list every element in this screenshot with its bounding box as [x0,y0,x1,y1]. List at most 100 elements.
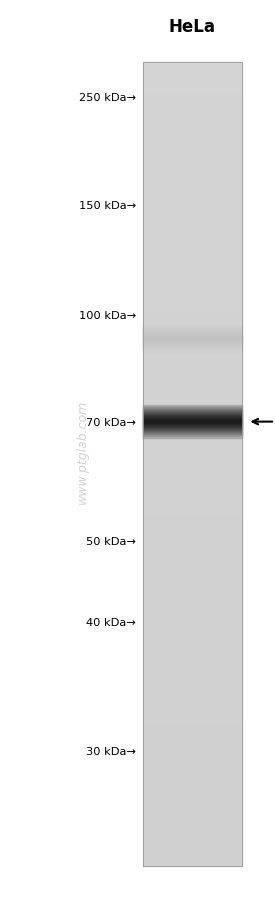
Bar [143,738,242,741]
Bar [143,561,242,564]
Bar [143,678,242,681]
Bar [143,384,242,387]
Bar [143,652,242,655]
Bar [143,259,242,262]
Bar [143,63,242,66]
Bar [143,63,242,866]
Bar [143,572,242,575]
Bar [143,598,242,601]
Bar [143,179,242,181]
Bar [143,805,242,807]
Bar [143,106,242,108]
Bar [143,162,242,165]
Bar [143,753,242,756]
Bar [143,296,242,299]
Bar [143,354,242,357]
Bar [143,194,242,197]
Bar [143,667,242,670]
Bar [143,700,242,703]
Bar [143,400,242,403]
Bar [143,77,242,79]
Bar [143,82,242,85]
Bar [143,601,242,603]
Bar [143,143,242,146]
Bar [143,467,242,470]
Bar [143,116,242,119]
Bar [143,769,242,772]
Bar [143,748,242,750]
Bar [143,697,242,700]
Bar [143,108,242,111]
Bar [143,168,242,170]
Bar [143,539,242,542]
Text: 40 kDa→: 40 kDa→ [86,617,136,628]
Bar [143,593,242,595]
Bar [143,556,242,558]
Bar [143,603,242,606]
Bar [143,146,242,149]
Bar [143,122,242,124]
Bar [143,141,242,143]
Bar [143,443,242,446]
Bar [143,852,242,855]
Bar [143,531,242,534]
Bar [143,352,242,354]
Bar [143,127,242,130]
Bar [143,248,242,251]
Bar [143,339,242,342]
Bar [143,558,242,561]
Bar [143,390,242,392]
Bar [143,176,242,179]
Bar [143,456,242,459]
Bar [143,839,242,842]
Bar [143,778,242,780]
Bar [143,197,242,199]
Bar [143,235,242,237]
Bar [143,186,242,189]
Bar [143,796,242,799]
Bar [143,730,242,732]
Bar [143,510,242,512]
Bar [143,93,242,96]
Bar [143,703,242,705]
Bar [143,181,242,184]
Bar [143,189,242,191]
Bar [143,205,242,207]
Bar [143,741,242,743]
Bar [143,266,242,269]
Bar [143,103,242,106]
Bar [143,670,242,673]
Bar [143,409,242,411]
Bar [143,478,242,481]
Bar [143,692,242,695]
Bar [143,708,242,711]
Bar [143,810,242,813]
Bar [143,681,242,684]
Bar [143,398,242,400]
Bar [143,724,242,727]
Bar [143,98,242,101]
Bar [143,799,242,802]
Bar [143,767,242,769]
Bar [143,791,242,794]
Text: 100 kDa→: 100 kDa→ [79,310,136,321]
Bar [143,833,242,836]
Bar [143,160,242,162]
Bar [143,368,242,371]
Bar [143,612,242,614]
Bar [143,301,242,304]
Bar [143,152,242,154]
Bar [143,435,242,437]
Bar [143,285,242,288]
Bar [143,138,242,141]
Bar [143,735,242,738]
Bar [143,676,242,678]
Bar [143,842,242,844]
Bar [143,66,242,69]
Bar [143,251,242,253]
Bar [143,553,242,556]
Bar [143,831,242,833]
Bar [143,336,242,339]
Bar [143,216,242,218]
Bar [143,71,242,74]
